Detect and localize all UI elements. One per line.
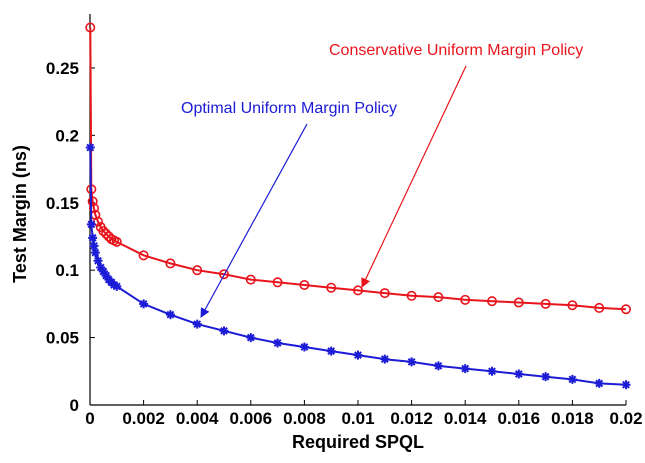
y-tick-label: 0.25 [46,59,79,78]
conservative-series [85,22,631,315]
x-tick-label: 0.002 [122,409,165,428]
optimal-point [101,271,111,281]
optimal-point [514,369,524,379]
x-axis-title: Required SPQL [292,432,424,452]
optimal-point [621,380,631,390]
x-tick-label: 0.008 [283,409,326,428]
y-tick-label: 0.05 [46,329,79,348]
conservative-point [138,250,149,261]
y-tick-label: 0 [70,396,79,415]
optimal-point [541,372,551,382]
conservative-annotation-arrow [361,65,467,288]
optimal-point [273,338,283,348]
x-tick-label: 0.004 [176,409,219,428]
conservative-point [567,300,578,311]
optimal-point [353,350,363,360]
conservative-point [620,304,631,315]
conservative-point [540,298,551,309]
x-tick-label: 0 [85,409,94,428]
x-tick-label: 0.016 [498,409,541,428]
conservative-point [219,269,230,280]
y-tick-label: 0.2 [55,126,79,145]
optimal-point [299,342,309,352]
y-ticks: 0 0.05 0.1 0.15 0.2 0.25 [46,59,95,415]
conservative-point [192,265,203,276]
conservative-point [165,258,176,269]
optimal-point [139,299,149,309]
x-ticks: 0 0.002 0.004 0.006 0.008 0.01 0.012 0.014 0.016… [85,400,643,428]
optimal-annotation-label: Optimal Uniform Margin Policy [181,100,397,117]
conservative-point [460,294,471,305]
conservative-point [111,236,122,247]
optimal-point [112,281,122,291]
conservative-point [98,226,109,237]
optimal-point [460,364,470,374]
optimal-point [487,366,497,376]
optimal-point [165,310,175,320]
x-tick-label: 0.01 [341,409,374,428]
conservative-point [513,297,524,308]
x-tick-label: 0.014 [444,409,487,428]
optimal-point [89,241,99,251]
optimal-point [407,357,417,367]
optimal-point [246,333,256,343]
optimal-point [88,233,98,243]
conservative-point [89,203,100,214]
conservative-point [406,290,417,301]
conservative-point [433,292,444,303]
axes [89,14,626,406]
optimal-point [326,346,336,356]
conservative-point [352,285,363,296]
conservative-point [326,282,337,293]
optimal-point [219,326,229,336]
x-tick-label: 0.006 [230,409,273,428]
conservative-point [486,296,497,307]
conservative-point [87,196,98,207]
y-tick-label: 0.1 [55,261,79,280]
optimal-series-line [89,147,627,386]
optimal-point [380,354,390,364]
y-tick-label: 0.15 [46,194,79,213]
optimal-point [98,267,108,277]
optimal-point [567,374,577,384]
optimal-point [93,256,103,266]
conservative-point [594,302,605,313]
conservative-point [272,277,283,288]
optimal-point [192,319,202,329]
optimal-point [86,219,96,229]
optimal-point [85,142,95,152]
conservative-point [245,274,256,285]
conservative-point [379,288,390,299]
optimal-point [96,262,106,272]
series-layer [85,22,631,390]
optimal-point [90,248,100,258]
conservative-point [85,22,96,33]
optimal-series [85,142,631,390]
optimal-point [594,378,604,388]
x-tick-label: 0.018 [551,409,594,428]
conservative-annotation-label: Conservative Uniform Margin Policy [329,42,583,59]
x-tick-label: 0.012 [390,409,433,428]
y-axis-title: Test Margin (ns) [10,145,30,283]
conservative-point [101,228,112,239]
optimal-annotation-arrow [200,123,308,318]
conservative-point [299,280,310,291]
x-tick-label: 0.02 [609,409,642,428]
optimal-point [433,361,443,371]
